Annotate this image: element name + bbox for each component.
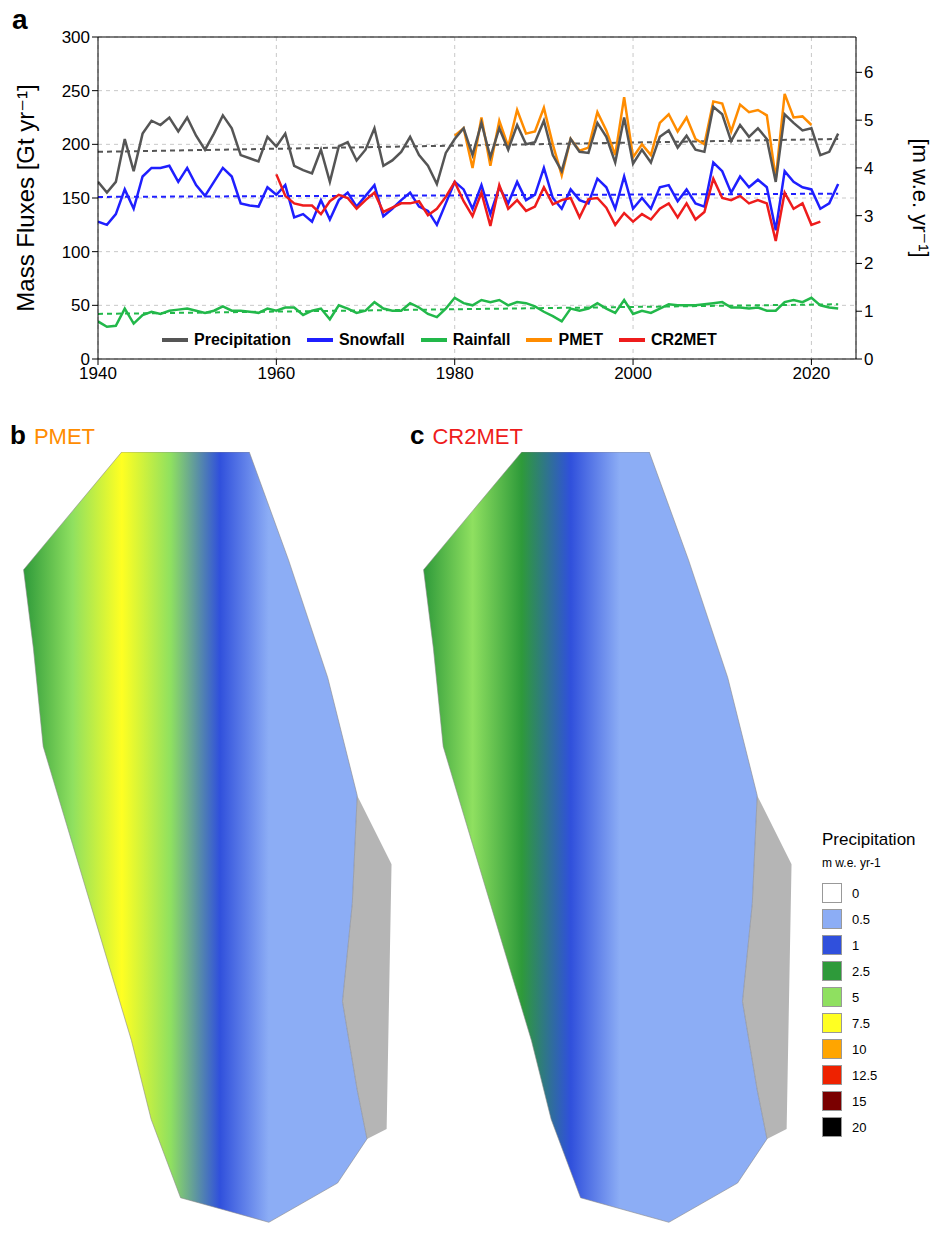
html-text:c CR2MET: c CR2MET: [410, 420, 523, 450]
html-text:CR2MET: CR2MET: [650, 331, 717, 348]
svg-text:2020: 2020: [792, 364, 830, 383]
html-text:Precipitation: Precipitation: [822, 830, 916, 849]
html-text:0.5: 0.5: [852, 911, 871, 927]
html-text:Snowfall: Snowfall: [338, 331, 405, 348]
html-text:10: 10: [852, 1041, 867, 1057]
svg-text:1960: 1960: [257, 364, 295, 383]
svg-text:300: 300: [62, 28, 90, 47]
html-text:PMET: PMET: [558, 331, 603, 348]
html-text:5: 5: [852, 989, 860, 1005]
svg-text:6: 6: [864, 63, 873, 82]
svg-text:Mass Fluxes [Gt yr⁻¹]: Mass Fluxes [Gt yr⁻¹]: [12, 84, 39, 311]
html-text:Precipitation: Precipitation: [194, 331, 291, 348]
svg-text:50: 50: [71, 296, 90, 315]
html-text:20: 20: [852, 1119, 867, 1135]
html-text:12.5: 12.5: [852, 1067, 878, 1083]
svg-text:250: 250: [62, 82, 90, 101]
html-text:15: 15: [852, 1093, 867, 1109]
svg-text:1980: 1980: [436, 364, 474, 383]
html-text:b PMET: b PMET: [10, 420, 95, 450]
svg-text:1: 1: [864, 302, 873, 321]
html-text:a: a: [12, 4, 28, 35]
html-text:m w.e. yr-1: m w.e. yr-1: [822, 856, 881, 870]
html-text:Rainfall: Rainfall: [452, 331, 511, 348]
svg-text:100: 100: [62, 243, 90, 262]
html-text:7.5: 7.5: [852, 1015, 871, 1031]
html-text:2.5: 2.5: [852, 963, 871, 979]
html-text:0: 0: [852, 885, 860, 901]
svg-text:[m w.e. yr⁻¹]: [m w.e. yr⁻¹]: [908, 138, 933, 257]
svg-text:1940: 1940: [79, 364, 117, 384]
html-text:1: 1: [852, 937, 860, 953]
svg-text:150: 150: [62, 189, 90, 208]
svg-text:2000: 2000: [614, 364, 652, 383]
svg-text:200: 200: [62, 135, 90, 154]
svg-text:4: 4: [864, 159, 873, 178]
svg-text:3: 3: [864, 207, 873, 226]
svg-text:2: 2: [864, 254, 873, 273]
svg-text:0: 0: [864, 350, 873, 369]
svg-text:5: 5: [864, 111, 873, 130]
svg-text:0: 0: [81, 350, 90, 369]
